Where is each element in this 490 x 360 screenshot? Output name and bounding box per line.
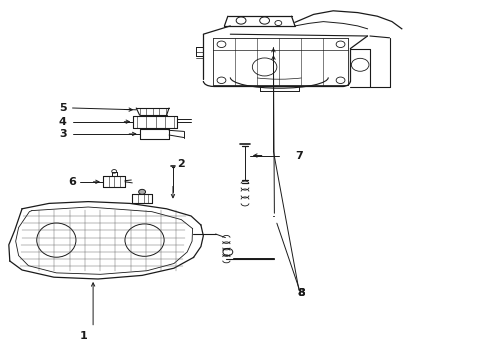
Text: 3: 3 xyxy=(59,129,67,139)
Text: 8: 8 xyxy=(297,288,305,298)
Text: 2: 2 xyxy=(177,159,185,169)
Text: 4: 4 xyxy=(59,117,67,127)
Text: 8: 8 xyxy=(297,288,305,298)
Text: 1: 1 xyxy=(79,330,87,341)
Text: 6: 6 xyxy=(69,177,76,187)
Circle shape xyxy=(139,189,146,194)
Text: 7: 7 xyxy=(295,150,303,161)
Text: 5: 5 xyxy=(59,103,67,113)
